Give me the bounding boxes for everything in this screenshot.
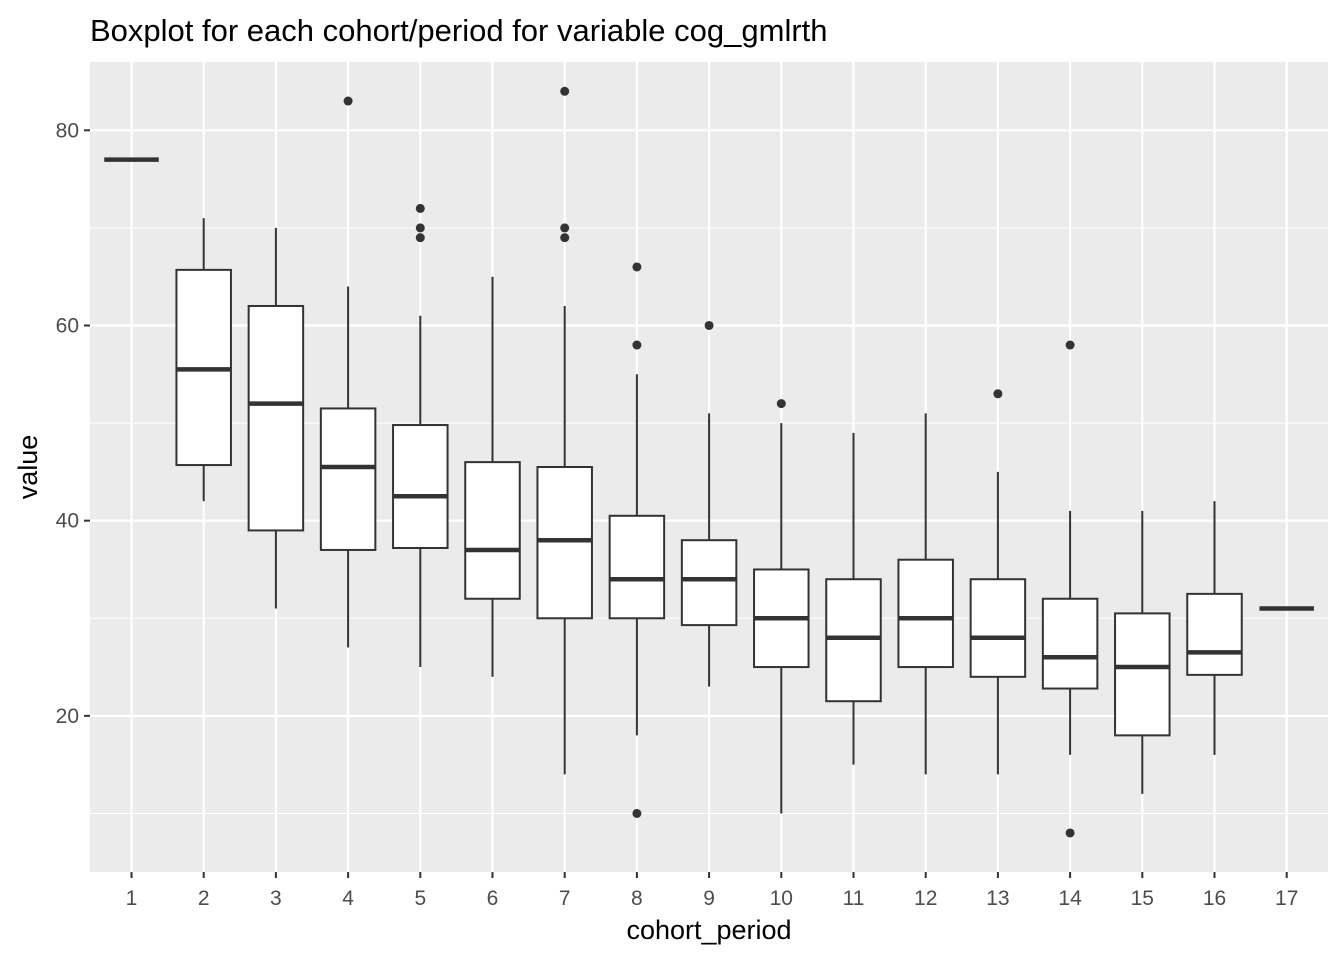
x-axis: 1 2 3 4 5 6 7 8 9 10 11 12 13 14 15 16 17 xyxy=(126,872,1298,910)
outlier-point xyxy=(560,223,570,233)
outlier-point xyxy=(704,320,714,330)
outlier-point xyxy=(993,389,1003,399)
outlier-point xyxy=(343,96,353,106)
box-group xyxy=(1114,510,1171,794)
box-iqr xyxy=(536,466,593,620)
x-tick-label: 4 xyxy=(342,887,354,910)
outlier-point xyxy=(776,399,786,409)
outlier-point xyxy=(560,233,570,243)
y-axis-title: value xyxy=(13,435,43,500)
x-tick-label: 3 xyxy=(270,887,282,910)
outlier-point xyxy=(415,203,425,213)
y-tick-label: 60 xyxy=(56,314,79,337)
box-group xyxy=(969,389,1027,775)
y-tick-label: 80 xyxy=(56,119,79,142)
x-axis-title: cohort_period xyxy=(626,915,791,945)
x-tick-label: 9 xyxy=(703,887,715,910)
outlier-point xyxy=(632,262,642,272)
outlier-point xyxy=(415,223,425,233)
x-tick-label: 5 xyxy=(414,887,426,910)
box-group xyxy=(680,320,738,687)
x-tick-label: 12 xyxy=(914,887,937,910)
box-iqr xyxy=(319,407,377,551)
x-tick-label: 8 xyxy=(631,887,643,910)
boxes-layer xyxy=(104,86,1314,838)
outlier-point xyxy=(1065,340,1075,350)
box-group xyxy=(1041,340,1099,838)
x-tick-label: 10 xyxy=(770,887,793,910)
box-iqr xyxy=(1186,592,1243,676)
box-group xyxy=(464,276,521,677)
box-group xyxy=(536,86,593,775)
x-tick-label: 14 xyxy=(1058,887,1082,910)
y-tick-label: 40 xyxy=(56,510,79,533)
x-tick-label: 17 xyxy=(1275,887,1298,910)
box-iqr xyxy=(392,424,449,549)
x-tick-label: 11 xyxy=(843,887,865,910)
box-group xyxy=(608,262,666,818)
x-tick-label: 15 xyxy=(1131,887,1154,910)
box-group xyxy=(897,413,954,775)
outlier-point xyxy=(632,808,642,818)
box-iqr xyxy=(1114,612,1171,737)
outlier-point xyxy=(415,233,425,243)
y-axis: 20 40 60 80 xyxy=(56,119,90,728)
x-tick-label: 13 xyxy=(986,887,1009,910)
box-group xyxy=(175,218,232,502)
box-iqr xyxy=(1041,597,1099,690)
box-iqr xyxy=(464,461,521,600)
box-iqr xyxy=(825,578,882,703)
box-group xyxy=(825,432,882,765)
box-group xyxy=(319,96,377,648)
box-iqr xyxy=(247,304,305,532)
box-group xyxy=(753,399,810,814)
outlier-point xyxy=(632,340,642,350)
y-tick-label: 20 xyxy=(56,705,79,728)
box-iqr xyxy=(969,578,1027,678)
x-tick-label: 2 xyxy=(198,887,210,910)
x-tick-label: 6 xyxy=(487,887,499,910)
box-group xyxy=(1186,501,1243,755)
box-iqr xyxy=(680,539,738,627)
outlier-point xyxy=(560,86,570,96)
outlier-point xyxy=(1065,828,1075,838)
x-tick-label: 16 xyxy=(1203,887,1226,910)
box-group xyxy=(392,203,449,668)
box-group xyxy=(247,227,305,609)
box-iqr xyxy=(897,558,954,669)
x-tick-label: 7 xyxy=(559,887,571,910)
x-tick-label: 1 xyxy=(126,887,138,910)
box-iqr xyxy=(608,514,666,620)
chart-title: Boxplot for each cohort/period for varia… xyxy=(90,13,828,48)
